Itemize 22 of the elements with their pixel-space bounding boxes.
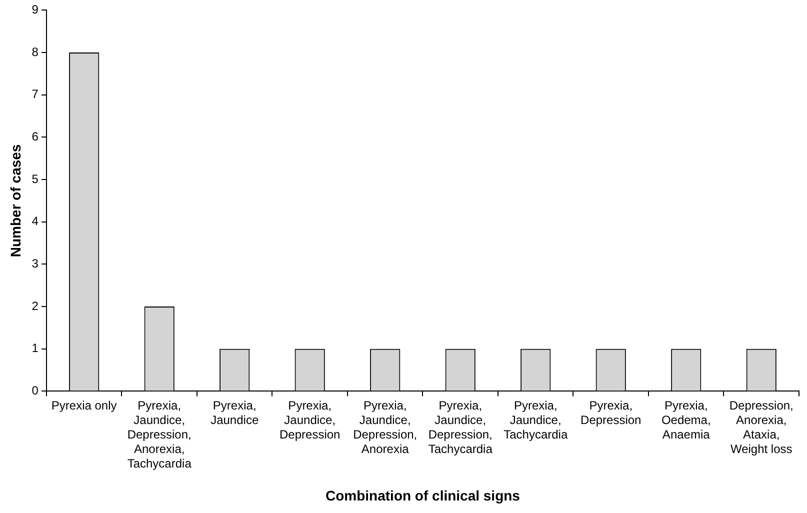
y-tick-label: 6 bbox=[32, 130, 39, 144]
x-tick-label: Pyrexia, Jaundice, Depression, Tachycardia bbox=[428, 398, 493, 456]
x-tick-label: Pyrexia, Jaundice, Tachycardia bbox=[504, 398, 568, 442]
y-tick-label: 9 bbox=[32, 2, 39, 17]
y-tick-label: 3 bbox=[32, 256, 39, 271]
y-tick-label: 8 bbox=[32, 44, 39, 59]
x-tick-label: Pyrexia, Jaundice bbox=[210, 398, 259, 428]
y-tick-label: 1 bbox=[32, 341, 39, 356]
x-tick-label: Pyrexia, Oedema, Anaemia bbox=[661, 398, 711, 442]
y-tick-label: 2 bbox=[32, 298, 39, 313]
x-tick-label: Pyrexia, Jaundice, Depression bbox=[280, 398, 340, 442]
y-tick-label: 4 bbox=[32, 214, 39, 228]
x-tick-label: Depression, Anorexia, Ataxia, Weight loss bbox=[729, 398, 794, 456]
x-tick-label: Pyrexia, Jaundice, Depression, Anorexia bbox=[353, 398, 418, 456]
x-tick-label: Pyrexia, Jaundice, Depression, Anorexia, Tachycardia bbox=[127, 398, 192, 470]
y-tick-label: 5 bbox=[32, 172, 39, 186]
y-tick-label: 0 bbox=[32, 384, 39, 398]
x-tick-label: Pyrexia, Depression bbox=[580, 398, 642, 428]
y-axis-title: Number of cases bbox=[7, 144, 24, 258]
x-axis-title: Combination of clinical signs bbox=[326, 487, 520, 504]
y-tick-label: 7 bbox=[32, 87, 39, 102]
x-tick-label: Pyrexia only bbox=[51, 398, 117, 413]
